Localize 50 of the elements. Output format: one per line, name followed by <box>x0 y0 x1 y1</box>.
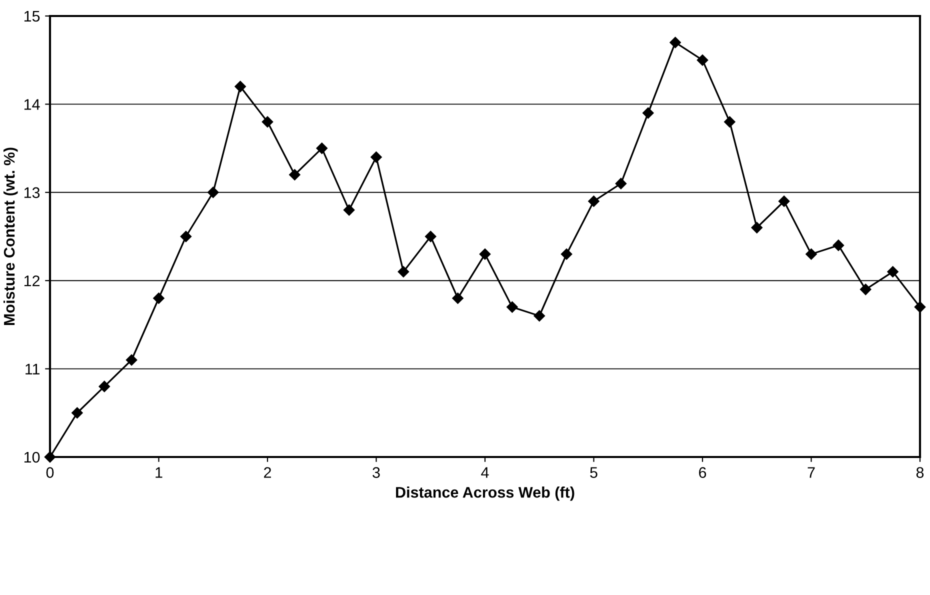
point <box>751 222 762 234</box>
point <box>860 284 872 296</box>
x-tick-label: 7 <box>808 467 815 478</box>
point <box>696 54 708 66</box>
point <box>887 266 898 278</box>
point <box>343 204 355 216</box>
point <box>670 36 681 48</box>
y-tick-label: 11 <box>26 364 40 374</box>
point <box>615 178 627 190</box>
x-tick-label: 8 <box>916 467 924 478</box>
y-tick-label: 15 <box>24 11 40 22</box>
x-tick-label: 2 <box>264 467 271 478</box>
point <box>98 380 110 392</box>
x-axis-title: Distance Across Web (ft) <box>396 486 574 501</box>
point <box>153 292 164 304</box>
x-tick-label: 4 <box>481 467 489 478</box>
point <box>72 407 83 419</box>
point <box>289 169 300 180</box>
point <box>452 292 464 304</box>
point <box>370 152 382 163</box>
point <box>914 301 926 313</box>
point <box>234 80 246 92</box>
point <box>506 301 518 313</box>
point <box>262 116 274 128</box>
point <box>425 230 436 242</box>
x-tick-label: 0 <box>46 467 54 478</box>
y-axis-title: Moisture Content (wt. %) <box>3 148 18 326</box>
point <box>208 186 219 198</box>
x-tick-label: 6 <box>699 467 706 478</box>
point <box>778 196 790 207</box>
y-tick-label: 13 <box>24 187 40 198</box>
x-tick-label: 1 <box>156 467 162 478</box>
point <box>806 248 817 260</box>
point <box>560 248 572 260</box>
point <box>832 240 844 251</box>
point <box>398 266 410 278</box>
y-tick-label: 10 <box>24 452 40 463</box>
point <box>479 248 491 260</box>
point <box>534 310 545 322</box>
y-tick-label: 12 <box>24 275 40 286</box>
point <box>126 354 138 366</box>
point <box>316 142 328 154</box>
x-tick-label: 5 <box>590 467 598 478</box>
point <box>180 230 192 242</box>
y-tick-label: 14 <box>24 99 40 110</box>
point <box>44 451 56 463</box>
point <box>588 196 600 207</box>
x-tick-label: 3 <box>372 467 380 478</box>
point <box>642 107 654 119</box>
point <box>724 116 736 128</box>
